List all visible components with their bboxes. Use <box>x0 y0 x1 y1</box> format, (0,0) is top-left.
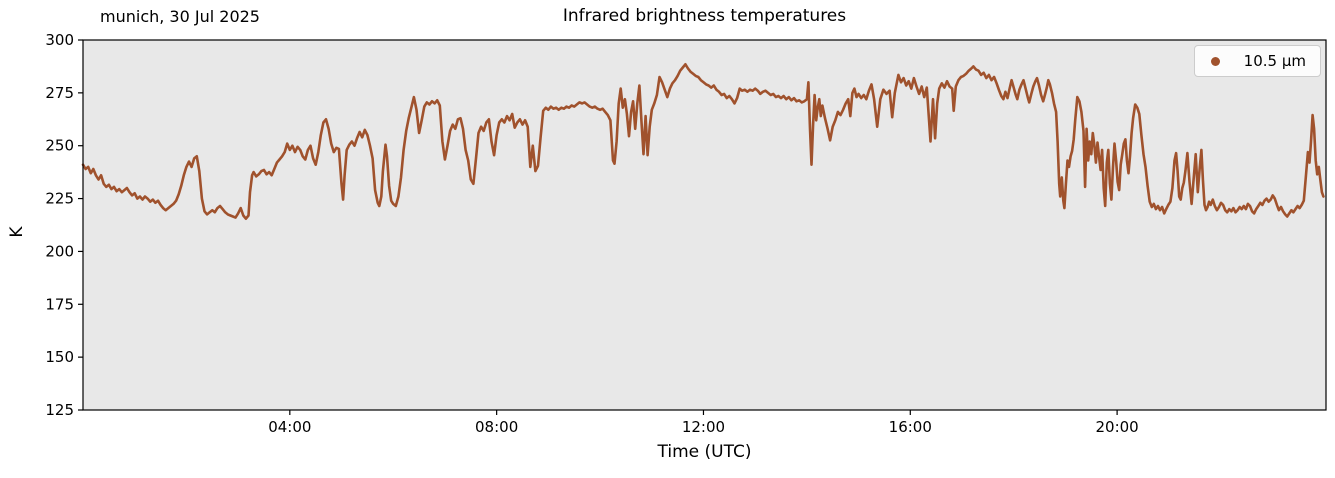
x-axis-label: Time (UTC) <box>657 442 752 462</box>
x-tick-label: 08:00 <box>475 418 518 436</box>
legend-label: 10.5 μm <box>1243 52 1306 70</box>
y-tick-label: 200 <box>45 242 74 260</box>
y-axis-label: K <box>7 226 27 238</box>
y-tick-label: 275 <box>45 84 74 102</box>
legend-marker-icon <box>1210 56 1220 66</box>
x-tick-label: 12:00 <box>682 418 725 436</box>
x-tick-label: 20:00 <box>1095 418 1138 436</box>
y-tick-label: 150 <box>45 348 74 366</box>
y-tick-label: 225 <box>45 190 74 208</box>
corner-label: munich, 30 Jul 2025 <box>100 7 260 26</box>
y-tick-label: 175 <box>45 295 74 313</box>
x-tick-label: 16:00 <box>889 418 932 436</box>
axes-spines <box>82 39 1327 411</box>
y-tick-label: 125 <box>45 401 74 419</box>
y-tick-label: 300 <box>45 31 74 49</box>
chart-title: Infrared brightness temperatures <box>562 6 847 26</box>
legend: 10.5 μm <box>1193 45 1321 77</box>
plot-area <box>83 40 1326 410</box>
y-tick-label: 250 <box>45 137 74 155</box>
series-trace <box>81 63 1325 220</box>
x-tick-label: 04:00 <box>268 418 311 436</box>
